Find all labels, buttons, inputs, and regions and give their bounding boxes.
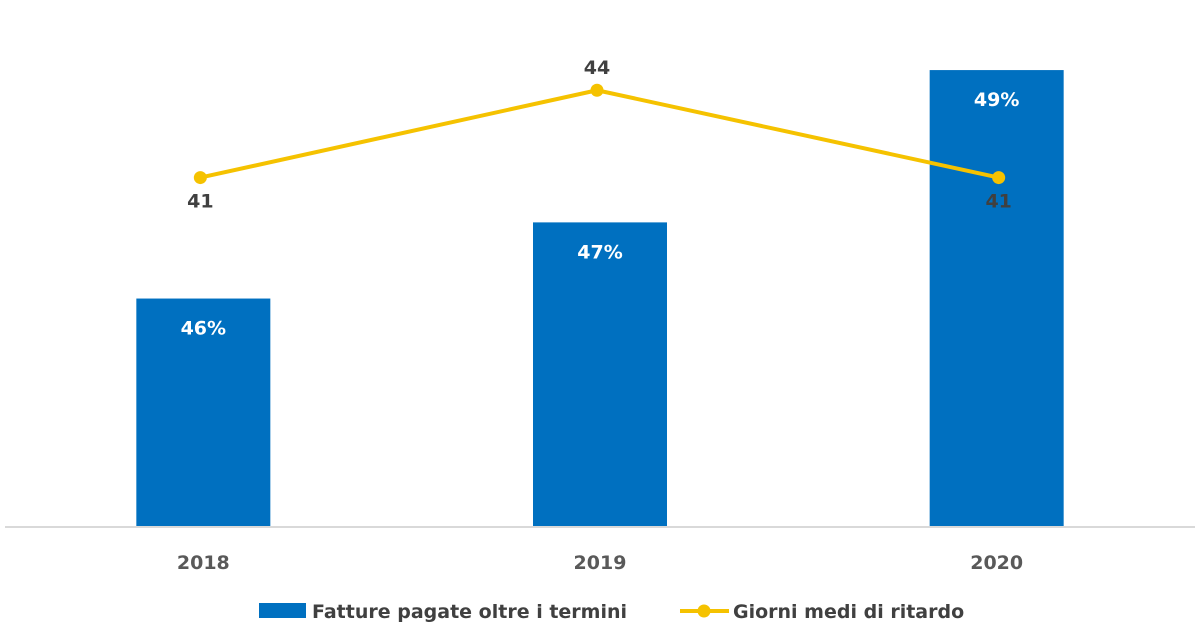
line-point-2019: [590, 83, 604, 97]
legend: Fatture pagate oltre i termini Giorni me…: [259, 601, 964, 623]
line-point-2020: [992, 171, 1006, 185]
legend-label-line: Giorni medi di ritardo: [733, 601, 964, 623]
legend-swatch-line-marker: [697, 604, 711, 618]
bar-2019: [533, 222, 667, 527]
bar-2020: [929, 70, 1064, 528]
bar-value-label-2019: 47%: [577, 241, 622, 263]
line-series: 41 44 41: [187, 57, 1012, 212]
x-tick-2018: 2018: [177, 552, 230, 574]
legend-swatch-bar: [259, 603, 306, 618]
legend-label-bar: Fatture pagate oltre i termini: [312, 601, 627, 623]
line-value-label-2018: 41: [187, 191, 213, 213]
x-tick-2019: 2019: [574, 552, 627, 574]
line-point-2018: [193, 171, 207, 185]
line-value-label-2019: 44: [584, 57, 610, 79]
line-value-label-2020: 41: [985, 191, 1011, 213]
x-tick-2020: 2020: [970, 552, 1023, 574]
x-axis-ticks: 2018 2019 2020: [177, 552, 1023, 574]
bar-value-label-2018: 46%: [181, 318, 226, 340]
bar-series: 46% 47% 49%: [136, 70, 1064, 528]
line-path: [199, 88, 1000, 180]
bar-value-label-2020: 49%: [974, 89, 1019, 111]
bar-2018: [136, 298, 271, 527]
